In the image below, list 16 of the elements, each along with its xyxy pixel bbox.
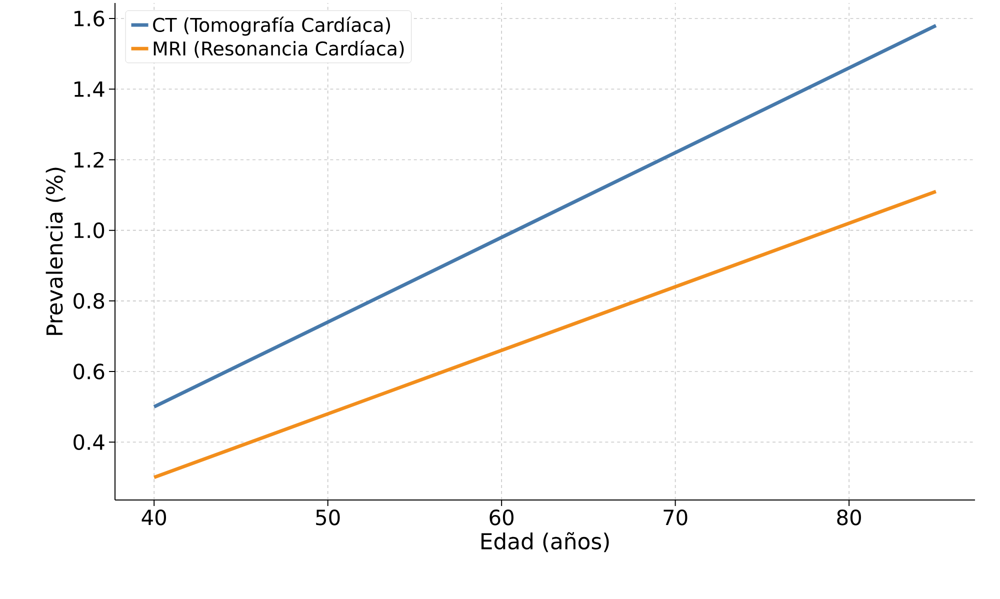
legend-label: MRI (Resonancia Cardíaca) bbox=[154, 40, 404, 58]
x-tick-label: 60 bbox=[490, 510, 514, 526]
y-tick-label: 1.2 bbox=[74, 152, 104, 168]
y-tick-label: 1.0 bbox=[74, 222, 104, 238]
y-tick-label: 0.4 bbox=[74, 434, 104, 450]
legend-label: CT (Tomografía Cardíaca) bbox=[153, 16, 390, 36]
y-axis-title: Prevalencia (%) bbox=[46, 168, 66, 335]
x-tick-label: 80 bbox=[837, 510, 861, 526]
x-tick-label: 50 bbox=[316, 510, 340, 526]
y-tick-label: 1.4 bbox=[74, 82, 104, 97]
x-tick-label: 70 bbox=[664, 510, 688, 526]
x-tick-label: 40 bbox=[142, 510, 166, 526]
y-tick-label: 0.6 bbox=[74, 364, 104, 380]
y-tick-label: 0.8 bbox=[74, 293, 104, 309]
x-axis-title: Edad (años) bbox=[482, 532, 609, 552]
y-tick-label: 1.6 bbox=[74, 10, 104, 26]
